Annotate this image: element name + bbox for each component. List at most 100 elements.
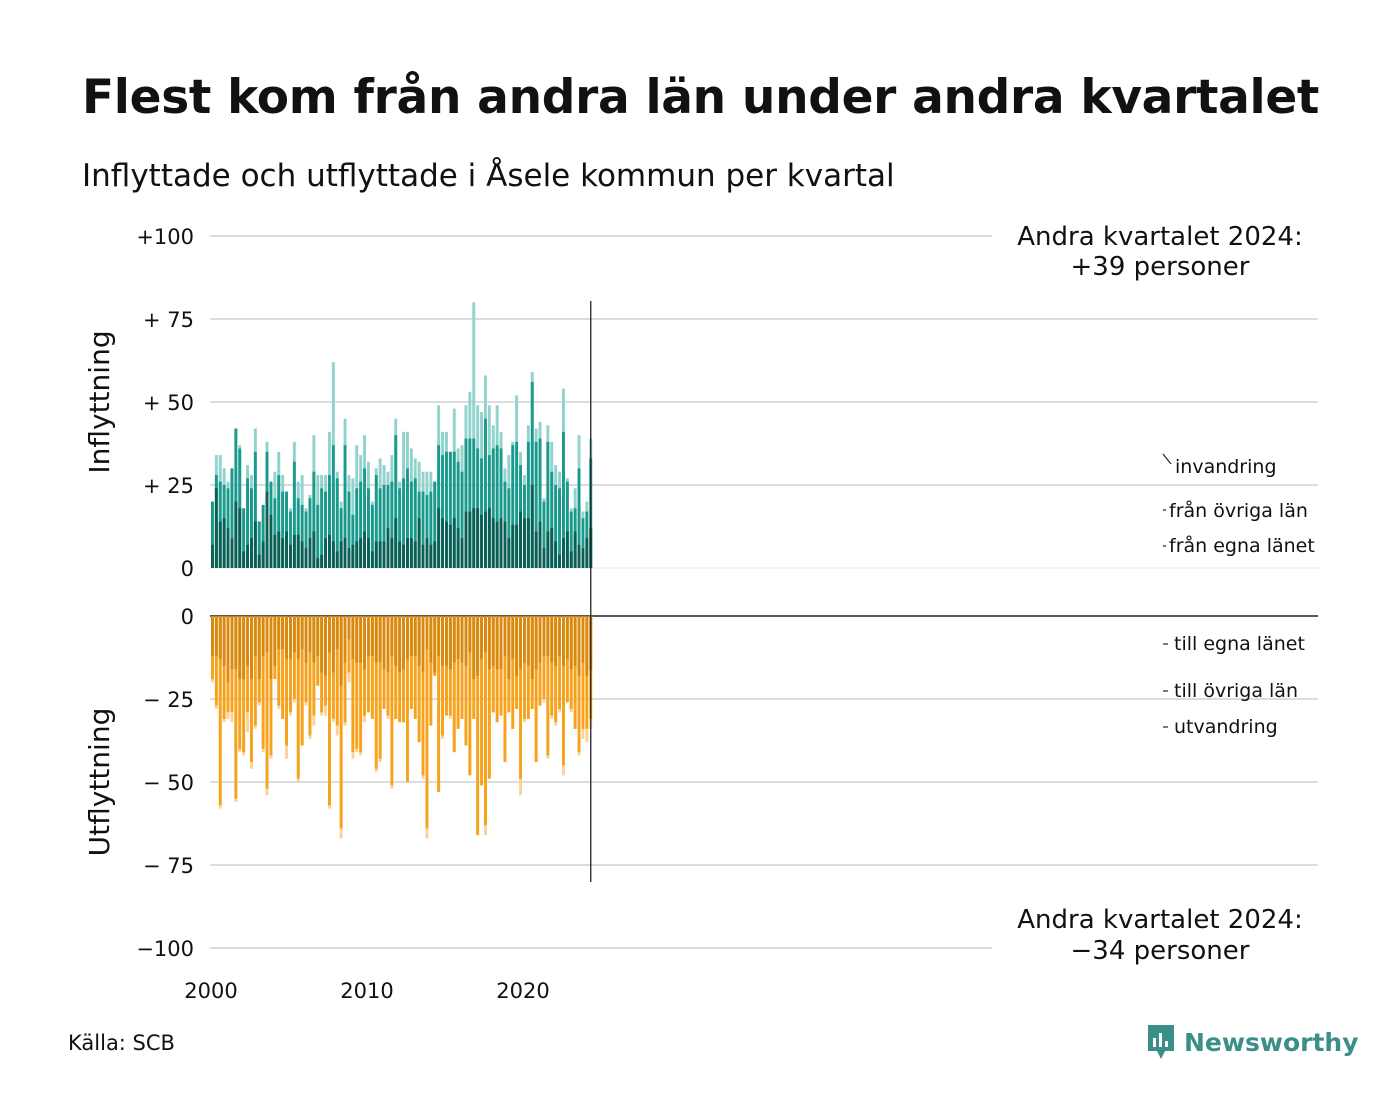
bar-out-other-lan	[511, 616, 515, 729]
bar-in-own-lan	[331, 541, 335, 568]
bar-in-other-lan	[211, 501, 214, 568]
bar-in-other-lan	[324, 491, 327, 568]
bar-out-other-lan	[550, 616, 554, 716]
bar-out-own-lan	[585, 616, 589, 676]
bar-in-other-lan	[230, 468, 234, 568]
bar-in-other-lan	[448, 451, 452, 568]
bar-out-own-lan	[409, 616, 413, 656]
bar-in-own-lan	[507, 538, 511, 568]
bar-in-other-lan	[581, 518, 585, 568]
bar-in-own-lan	[265, 491, 269, 568]
bar-out-own-lan	[417, 616, 421, 666]
bar-out-own-lan	[242, 616, 246, 680]
bar-out-own-lan	[370, 616, 374, 656]
bar-out-other-lan	[367, 616, 370, 713]
bar-in-other-lan	[257, 521, 261, 568]
bar-out-own-lan	[573, 616, 577, 666]
bar-in-other-lan	[394, 435, 398, 568]
bar-out-other-lan	[261, 616, 265, 749]
bar-in-other-lan	[335, 478, 339, 568]
bar-out-other-lan	[425, 616, 429, 829]
ylabel-out: Utflyttning	[83, 708, 116, 857]
bar-out-other-lan	[378, 616, 382, 759]
bar-out-other-lan	[328, 616, 331, 806]
bar-in-other-lan	[413, 478, 417, 568]
bar-in-other-lan	[390, 481, 394, 568]
bar-out-other-lan	[265, 616, 269, 789]
bar-in-other-lan	[550, 471, 554, 568]
bar-out-own-lan	[460, 616, 464, 663]
bar-out-own-lan	[308, 616, 312, 653]
bar-in-other-lan	[409, 481, 413, 568]
bar-out-own-lan	[546, 616, 550, 656]
bar-in-own-lan	[398, 541, 402, 568]
bar-out-own-lan	[324, 616, 327, 676]
bar-out-other-lan	[480, 616, 483, 786]
bar-in-own-lan	[511, 524, 515, 568]
bar-in-own-lan	[222, 518, 226, 568]
bar-in-other-lan	[328, 475, 331, 568]
bar-in-other-lan	[355, 488, 359, 568]
bar-out-own-lan	[472, 616, 476, 680]
bar-in-other-lan	[253, 451, 257, 568]
ytick-in-label: + 50	[143, 391, 194, 415]
bar-in-own-lan	[324, 538, 327, 568]
bar-in-own-lan	[257, 554, 261, 568]
bar-in-other-lan	[421, 491, 425, 568]
bar-out-own-lan	[328, 616, 331, 653]
bar-out-own-lan	[581, 616, 585, 663]
bar-in-other-lan	[515, 441, 519, 568]
bar-out-own-lan	[257, 616, 261, 680]
bar-in-own-lan	[226, 528, 230, 568]
bar-out-own-lan	[569, 616, 573, 670]
bar-in-own-lan	[328, 534, 331, 568]
bar-in-other-lan	[250, 488, 253, 568]
bar-out-other-lan	[577, 616, 581, 753]
bar-in-other-lan	[499, 448, 503, 568]
bar-in-other-lan	[281, 491, 285, 568]
bar-out-own-lan	[406, 616, 409, 660]
ytick-out-label: −100	[136, 937, 194, 961]
bar-out-other-lan	[519, 616, 522, 779]
bar-in-own-lan	[476, 508, 480, 568]
bar-out-own-lan	[339, 616, 343, 686]
bar-in-own-lan	[538, 521, 542, 568]
bar-in-own-lan	[472, 508, 476, 568]
bar-out-own-lan	[577, 616, 581, 676]
bar-out-own-lan	[402, 616, 405, 670]
bar-in-other-lan	[433, 481, 437, 568]
bar-in-own-lan	[374, 541, 378, 568]
newsworthy-logo[interactable]: Newsworthy	[1146, 1022, 1359, 1062]
bar-in-own-lan	[433, 541, 437, 568]
bar-out-own-lan	[292, 616, 296, 653]
bar-out-other-lan	[562, 616, 565, 766]
bar-out-own-lan	[285, 616, 288, 660]
bar-in-own-lan	[519, 511, 522, 568]
bar-in-other-lan	[484, 418, 487, 568]
bar-in-own-lan	[363, 531, 366, 568]
bar-out-other-lan	[409, 616, 413, 709]
bar-out-other-lan	[546, 616, 550, 756]
bar-in-own-lan	[394, 518, 398, 568]
source-note: Källa: SCB	[68, 1031, 175, 1055]
bar-out-other-lan	[335, 616, 339, 726]
bar-out-own-lan	[491, 616, 495, 666]
annotation-out-bg	[992, 902, 1318, 964]
bar-in-other-lan	[464, 438, 468, 568]
bar-in-own-lan	[367, 538, 370, 568]
bar-in-other-lan	[277, 475, 281, 568]
bar-in-other-lan	[273, 498, 277, 568]
bar-out-other-lan	[222, 616, 226, 719]
bar-out-other-lan	[441, 616, 444, 736]
bar-out-own-lan	[515, 616, 519, 676]
bar-in-own-lan	[246, 544, 249, 568]
bar-out-other-lan	[370, 616, 374, 719]
bar-in-own-lan	[277, 531, 281, 568]
bar-out-own-lan	[394, 616, 398, 666]
bar-in-own-lan	[370, 551, 374, 568]
bar-in-own-lan	[320, 554, 324, 568]
bar-out-other-lan	[312, 616, 316, 716]
bar-in-other-lan	[347, 491, 351, 568]
annotation-in-bg	[992, 222, 1318, 284]
